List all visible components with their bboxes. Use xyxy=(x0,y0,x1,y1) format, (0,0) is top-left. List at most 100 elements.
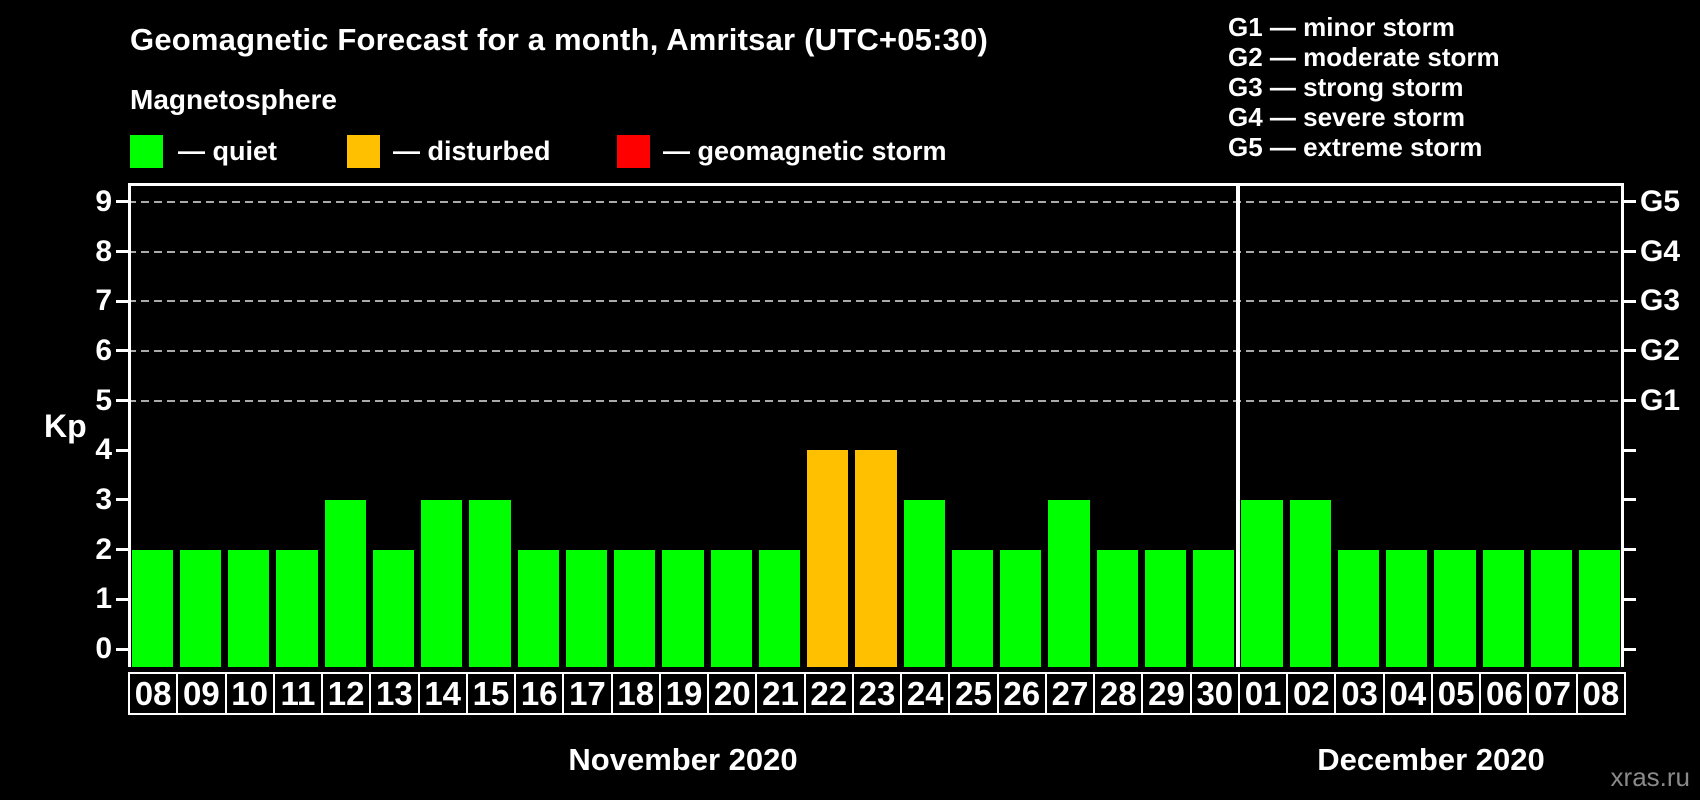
kp-bar xyxy=(1289,499,1331,667)
day-label: 11 xyxy=(272,672,324,715)
kp-bar xyxy=(1144,549,1187,667)
y-axis-tick xyxy=(116,349,128,353)
kp-bar xyxy=(131,549,173,667)
kp-bar xyxy=(228,549,270,667)
day-label: 05 xyxy=(1430,672,1482,715)
legend-label-disturbed: — disturbed xyxy=(393,136,551,166)
kp-bar xyxy=(1579,549,1621,667)
right-axis-tick xyxy=(1624,548,1636,552)
day-label: 20 xyxy=(707,672,758,715)
kp-bar xyxy=(855,450,897,667)
y-axis-tick xyxy=(116,448,128,452)
g-legend-line-g3: G3 — strong storm xyxy=(1228,72,1464,102)
kp-bar xyxy=(179,549,221,667)
y-axis-tick-label: 1 xyxy=(95,582,112,616)
day-label: 27 xyxy=(1044,672,1096,715)
g-legend-line-g1: G1 — minor storm xyxy=(1228,12,1455,42)
day-label: 23 xyxy=(851,672,903,715)
g-legend-line-g5: G5 — extreme storm xyxy=(1228,132,1483,162)
y-axis-tick xyxy=(116,399,128,403)
g-scale-legend: G1 — minor storm G2 — moderate storm G3 … xyxy=(1228,12,1500,162)
day-label: 08 xyxy=(128,672,179,715)
day-label: 08 xyxy=(1575,672,1626,715)
month-divider-line xyxy=(1235,183,1240,667)
day-label: 17 xyxy=(562,672,613,715)
day-label: 03 xyxy=(1334,672,1385,715)
right-axis-tick xyxy=(1624,597,1636,601)
kp-bar xyxy=(1530,549,1573,667)
kp-bar xyxy=(1337,549,1380,667)
kp-bar xyxy=(807,450,849,667)
right-axis-tick xyxy=(1624,399,1636,403)
y-axis-tick-label: 5 xyxy=(95,383,112,417)
kp-bar xyxy=(758,549,801,667)
day-label: 15 xyxy=(465,672,517,715)
g-scale-label-g3: G3 xyxy=(1640,284,1681,318)
kp-bar xyxy=(1193,549,1235,667)
day-label: 19 xyxy=(658,672,710,715)
y-axis-tick xyxy=(116,498,128,502)
plot-border-top xyxy=(128,183,1624,186)
day-label: 16 xyxy=(514,672,565,715)
day-label: 02 xyxy=(1286,672,1337,715)
right-axis-tick xyxy=(1624,349,1636,353)
day-label: 21 xyxy=(755,672,806,715)
g-scale-label-g5: G5 xyxy=(1640,184,1681,218)
right-axis-tick xyxy=(1624,200,1636,204)
y-axis-tick xyxy=(116,250,128,254)
right-axis-tick xyxy=(1624,647,1636,651)
kp-bar xyxy=(710,549,752,667)
g-scale-label-g4: G4 xyxy=(1640,234,1681,268)
y-axis-tick-label: 3 xyxy=(95,482,112,516)
kp-bar xyxy=(469,499,511,667)
kp-bar xyxy=(565,549,608,667)
day-label: 06 xyxy=(1479,672,1530,715)
grid-line-kp7 xyxy=(128,300,1624,303)
day-label: 01 xyxy=(1237,672,1289,715)
storm-swatch-icon xyxy=(617,135,650,168)
legend-label-storm: — geomagnetic storm xyxy=(663,136,947,166)
right-axis-tick xyxy=(1624,250,1636,254)
right-axis-tick xyxy=(1624,448,1636,452)
day-label: 09 xyxy=(176,672,227,715)
kp-bar xyxy=(1096,549,1138,667)
magnetosphere-legend-title: Magnetosphere xyxy=(130,84,337,115)
day-label: 28 xyxy=(1093,672,1144,715)
right-axis-tick xyxy=(1624,299,1636,303)
day-label: 04 xyxy=(1382,672,1433,715)
y-axis-tick xyxy=(116,647,128,651)
quiet-swatch-icon xyxy=(130,135,163,168)
kp-bar xyxy=(614,549,656,667)
day-label: 30 xyxy=(1189,672,1240,715)
g-legend-line-g2: G2 — moderate storm xyxy=(1228,42,1500,72)
disturbed-swatch-icon xyxy=(347,135,380,168)
legend-label-quiet: — quiet xyxy=(178,136,277,166)
day-label: 26 xyxy=(996,672,1047,715)
watermark: xras.ru xyxy=(1610,762,1690,792)
day-label: 18 xyxy=(610,672,661,715)
kp-bar xyxy=(421,499,463,667)
kp-bar xyxy=(1434,549,1476,667)
kp-bar xyxy=(1000,549,1042,667)
grid-line-kp8 xyxy=(128,250,1624,253)
kp-bar xyxy=(951,549,994,667)
y-axis-tick-label: 4 xyxy=(95,433,112,467)
g-legend-line-g4: G4 — severe storm xyxy=(1228,102,1466,132)
day-label: 24 xyxy=(900,672,951,715)
y-axis-tick xyxy=(116,548,128,552)
y-axis-tick-label: 9 xyxy=(95,184,112,218)
kp-bar xyxy=(276,549,318,667)
y-axis-tick-label: 2 xyxy=(95,532,112,566)
y-axis-tick-label: 0 xyxy=(95,632,112,665)
kp-bar xyxy=(372,549,415,667)
y-axis-tick-label: 6 xyxy=(95,333,112,367)
plot-border-left xyxy=(128,183,131,667)
plot-border-right xyxy=(1621,183,1624,667)
y-axis-tick-label: 7 xyxy=(95,284,112,318)
day-label: 13 xyxy=(369,672,420,715)
y-axis-tick xyxy=(116,597,128,601)
g-scale-label-g2: G2 xyxy=(1640,333,1681,367)
y-axis-title: Kp xyxy=(44,408,87,444)
